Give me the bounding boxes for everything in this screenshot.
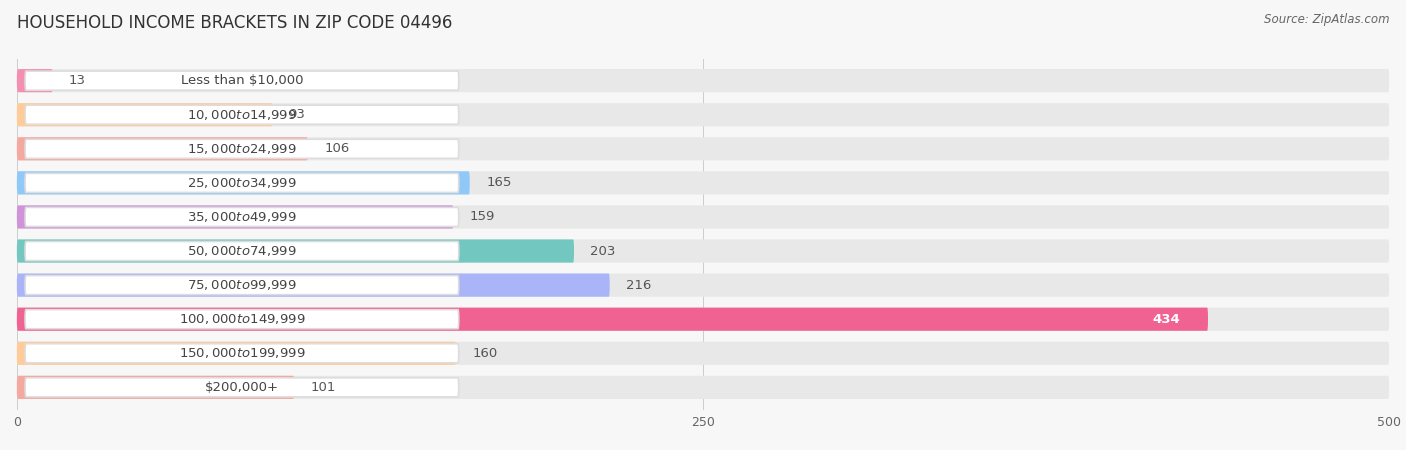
FancyBboxPatch shape xyxy=(25,275,458,295)
FancyBboxPatch shape xyxy=(17,69,52,92)
FancyBboxPatch shape xyxy=(17,171,1389,194)
Text: $100,000 to $149,999: $100,000 to $149,999 xyxy=(179,312,305,326)
Text: 165: 165 xyxy=(486,176,512,189)
FancyBboxPatch shape xyxy=(25,105,458,124)
FancyBboxPatch shape xyxy=(17,274,1389,297)
FancyBboxPatch shape xyxy=(17,308,1208,331)
Text: $75,000 to $99,999: $75,000 to $99,999 xyxy=(187,278,297,292)
Text: $15,000 to $24,999: $15,000 to $24,999 xyxy=(187,142,297,156)
FancyBboxPatch shape xyxy=(17,171,470,194)
Text: 13: 13 xyxy=(69,74,86,87)
Text: $150,000 to $199,999: $150,000 to $199,999 xyxy=(179,346,305,360)
FancyBboxPatch shape xyxy=(17,69,1389,92)
Text: 203: 203 xyxy=(591,244,616,257)
FancyBboxPatch shape xyxy=(17,205,1389,229)
FancyBboxPatch shape xyxy=(17,308,1389,331)
Text: $200,000+: $200,000+ xyxy=(205,381,278,394)
Text: $25,000 to $34,999: $25,000 to $34,999 xyxy=(187,176,297,190)
Text: 160: 160 xyxy=(472,347,498,360)
Text: 216: 216 xyxy=(626,279,651,292)
FancyBboxPatch shape xyxy=(17,274,610,297)
FancyBboxPatch shape xyxy=(25,344,458,363)
FancyBboxPatch shape xyxy=(25,71,458,90)
FancyBboxPatch shape xyxy=(25,378,458,397)
Text: 106: 106 xyxy=(325,142,350,155)
FancyBboxPatch shape xyxy=(17,239,1389,263)
Text: 434: 434 xyxy=(1153,313,1181,326)
FancyBboxPatch shape xyxy=(25,242,458,261)
FancyBboxPatch shape xyxy=(17,205,453,229)
FancyBboxPatch shape xyxy=(17,376,1389,399)
Text: Less than $10,000: Less than $10,000 xyxy=(181,74,304,87)
FancyBboxPatch shape xyxy=(25,207,458,226)
FancyBboxPatch shape xyxy=(17,342,456,365)
FancyBboxPatch shape xyxy=(17,103,1389,126)
Text: $10,000 to $14,999: $10,000 to $14,999 xyxy=(187,108,297,122)
Text: $50,000 to $74,999: $50,000 to $74,999 xyxy=(187,244,297,258)
FancyBboxPatch shape xyxy=(17,103,273,126)
Text: 93: 93 xyxy=(288,108,305,121)
FancyBboxPatch shape xyxy=(25,173,458,193)
FancyBboxPatch shape xyxy=(25,310,458,329)
Text: $35,000 to $49,999: $35,000 to $49,999 xyxy=(187,210,297,224)
Text: HOUSEHOLD INCOME BRACKETS IN ZIP CODE 04496: HOUSEHOLD INCOME BRACKETS IN ZIP CODE 04… xyxy=(17,14,453,32)
FancyBboxPatch shape xyxy=(17,342,1389,365)
FancyBboxPatch shape xyxy=(17,376,294,399)
FancyBboxPatch shape xyxy=(17,137,308,160)
Text: 101: 101 xyxy=(311,381,336,394)
FancyBboxPatch shape xyxy=(17,239,574,263)
Text: 159: 159 xyxy=(470,211,495,224)
FancyBboxPatch shape xyxy=(17,137,1389,160)
Text: Source: ZipAtlas.com: Source: ZipAtlas.com xyxy=(1264,14,1389,27)
FancyBboxPatch shape xyxy=(25,139,458,158)
